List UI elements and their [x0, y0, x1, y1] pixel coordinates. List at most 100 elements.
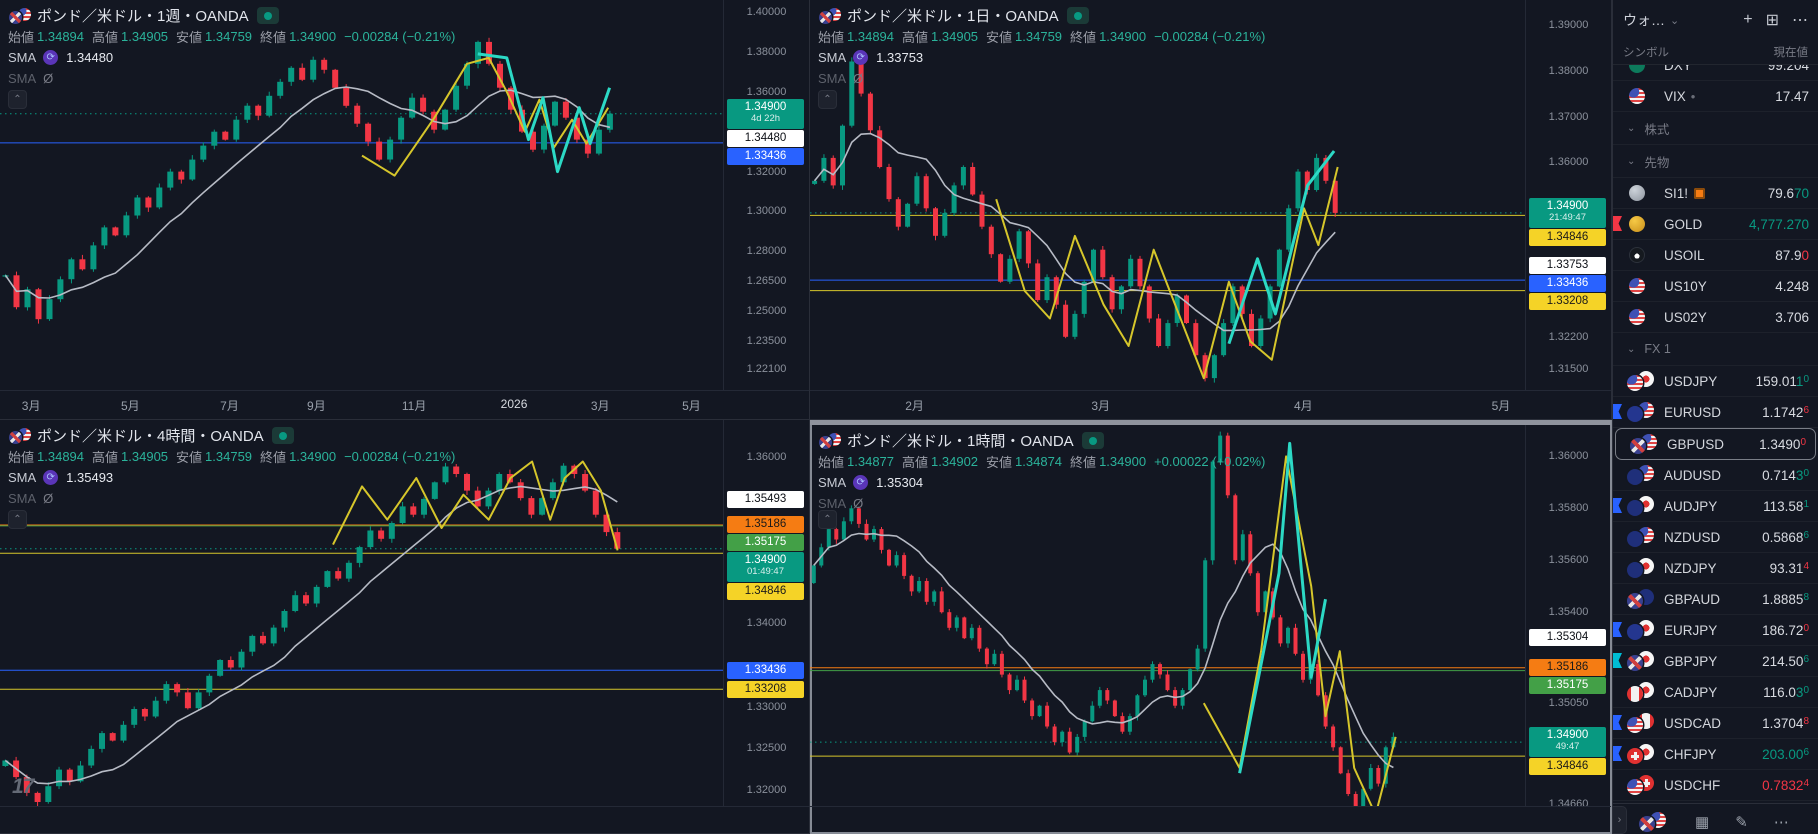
price-axis[interactable]: 1.36000 1.34000 1.33000 1.32500 1.32000 1.354… [723, 420, 809, 807]
yellow-zigzag-line [1202, 455, 1397, 816]
sma-indicator-row[interactable]: SMA ⟳ 1.35304 [818, 472, 1265, 493]
sma-value: 1.35493 [66, 470, 114, 485]
tradingview-logo[interactable]: 17 [12, 775, 34, 798]
chart-pane-1hour[interactable]: 1.36000 1.35800 1.35600 1.35400 1.35050 1.346… [810, 420, 1612, 834]
watchlist-row-EURJPY[interactable]: EURJPY 186.720 [1613, 615, 1818, 646]
chart-plot[interactable] [810, 0, 1526, 391]
plus-icon[interactable]: + [1743, 11, 1753, 28]
price-fractional-pip: 4 [1803, 777, 1809, 789]
watchlist-row-US02Y[interactable]: US02Y 3.706 [1613, 302, 1818, 333]
watchlist-row-USDCHF[interactable]: USDCHF 0.78324 [1613, 770, 1818, 801]
chart-title[interactable]: ポンド／米ドル・1日・OANDA [847, 8, 1059, 25]
watchlist-row-NZDUSD[interactable]: NZDUSD 0.58686 [1613, 522, 1818, 553]
stats-icon[interactable]: ▦ [1695, 814, 1710, 831]
legend-collapse-button[interactable]: ⌃ [818, 90, 837, 109]
time-axis[interactable] [0, 806, 809, 833]
watchlist-row-GBPUSD[interactable]: GBPUSD 1.34900 [1615, 428, 1816, 460]
change-value: −0.00284 (−0.21%) [344, 29, 456, 44]
market-status-pill[interactable] [271, 427, 294, 444]
time-axis[interactable]: 2月 3月 4月 5月 [810, 390, 1611, 419]
eye-off-icon[interactable]: Ø [43, 491, 54, 506]
sma-indicator-row[interactable]: SMA ⟳ 1.34480 [8, 47, 455, 68]
price-main: 93.31 [1769, 560, 1804, 576]
price-main: 3.706 [1775, 309, 1809, 325]
sma-indicator-row[interactable]: SMA ⟳ 1.35493 [8, 467, 455, 488]
watchlist-row-USDCAD[interactable]: USDCAD 1.37048 [1613, 708, 1818, 739]
ohlc-label: 始値 [8, 30, 35, 45]
sma-indicator-row[interactable]: SMA ⟳ 1.33753 [818, 47, 1265, 68]
watchlist-row-AUDJPY[interactable]: AUDJPY 113.581 [1613, 491, 1818, 522]
sma-indicator-row[interactable]: SMA Ø [8, 488, 455, 509]
watchlist-row-SI1![interactable]: SI1! 79.670 [1613, 178, 1818, 209]
chart-pane-daily[interactable]: 1.39000 1.38000 1.37000 1.36000 1.32200 1.315… [810, 0, 1612, 420]
chart-title[interactable]: ポンド／米ドル・4時間・OANDA [37, 428, 264, 445]
legend-collapse-button[interactable]: ⌃ [8, 90, 27, 109]
watchlist-section-先物[interactable]: ⌄ 先物 [1613, 145, 1818, 178]
time-axis[interactable] [810, 806, 1611, 833]
price-axis-label: 1.38000 [1548, 64, 1589, 77]
panel-collapse-handle[interactable]: › [1613, 806, 1627, 834]
base-currency-flag-icon [1627, 531, 1643, 547]
ohlc-label: 終値 [1070, 455, 1097, 470]
price-changed-digits: 0 [1801, 247, 1809, 263]
watchlist-title-menu[interactable]: ウォ… ⌄ [1623, 10, 1679, 30]
chart-title[interactable]: ポンド／米ドル・1時間・OANDA [847, 433, 1074, 450]
watchlist-row-DXY[interactable]: DXY 99.204 [1613, 65, 1818, 81]
grid-icon[interactable]: ⊞ [1765, 12, 1779, 29]
edit-icon[interactable]: ✎ [1735, 814, 1748, 831]
last-price: 3.706 [1775, 310, 1809, 325]
currency-pair-flag-icon [1627, 620, 1657, 640]
price-level-badge: 1.33436 [727, 147, 804, 165]
watchlist-row-GBPJPY[interactable]: GBPJPY 214.506 [1613, 646, 1818, 677]
watchlist-row-AUDUSD[interactable]: AUDUSD 0.71430 [1613, 460, 1818, 491]
market-status-pill[interactable] [1081, 432, 1104, 449]
chart-plot[interactable] [810, 420, 1526, 816]
watchlist-row-GOLD[interactable]: GOLD 4,777.270 [1613, 209, 1818, 240]
ohlc-value: 1.34894 [37, 449, 85, 464]
currency-pair-flag-icon [8, 427, 32, 444]
sma-indicator-row[interactable]: SMA Ø [8, 68, 455, 89]
more-icon[interactable]: ⋯ [1773, 814, 1789, 831]
legend-collapse-button[interactable]: ⌃ [8, 510, 27, 529]
price-main: 87.9 [1775, 247, 1802, 263]
watchlist-section-FX 1[interactable]: ⌄ FX 1 [1613, 333, 1818, 366]
price-axis-label: 1.36000 [1548, 450, 1589, 463]
watchlist-section-株式[interactable]: ⌄ 株式 [1613, 112, 1818, 145]
chart-pane-weekly[interactable]: 1.40000 1.38000 1.36000 1.32000 1.30000 1.280… [0, 0, 810, 420]
sma-indicator-row[interactable]: SMA Ø [818, 68, 1265, 89]
last-price: 113.581 [1763, 499, 1809, 514]
watchlist-row-NZDJPY[interactable]: NZDJPY 93.314 [1613, 553, 1818, 584]
eye-off-icon[interactable]: Ø [43, 71, 54, 86]
bookmark-flag-icon [1613, 746, 1622, 761]
watchlist-row-USDJPY[interactable]: USDJPY 159.0110 [1613, 366, 1818, 397]
sma-indicator-row[interactable]: SMA Ø [818, 493, 1265, 514]
chart-plot[interactable] [0, 420, 724, 807]
watchlist-row-CADJPY[interactable]: CADJPY 116.030 [1613, 677, 1818, 708]
price-level-badge: 1.33208 [1529, 293, 1606, 311]
badge-price-text: 1.34846 [1546, 760, 1589, 773]
watchlist-row-GBPAUD[interactable]: GBPAUD 1.88858 [1613, 584, 1818, 615]
eye-off-icon[interactable]: Ø [853, 71, 864, 86]
market-status-pill[interactable] [1066, 7, 1089, 24]
price-axis[interactable]: 1.36000 1.35800 1.35600 1.35400 1.35050 1.346… [1525, 420, 1611, 810]
eye-off-icon[interactable]: Ø [853, 496, 864, 511]
price-axis[interactable]: 1.40000 1.38000 1.36000 1.32000 1.30000 1.280… [723, 0, 809, 391]
price-axis[interactable]: 1.39000 1.38000 1.37000 1.36000 1.32200 1.315… [1525, 0, 1611, 391]
watchlist-row-USOIL[interactable]: USOIL 87.90 [1613, 240, 1818, 271]
time-axis[interactable]: 3月 5月 7月 9月 11月 2026 3月 5月 [0, 390, 809, 419]
chart-plot[interactable] [0, 0, 724, 391]
watchlist-title: ウォ… [1623, 12, 1665, 28]
watchlist-row-US10Y[interactable]: US10Y 4.248 [1613, 271, 1818, 302]
time-axis-label: 11月 [401, 399, 427, 413]
watchlist-row-EURUSD[interactable]: EURUSD 1.17426 [1613, 397, 1818, 428]
bookmark-flag-icon [1613, 653, 1622, 668]
market-status-pill[interactable] [256, 7, 279, 24]
watchlist-row-CHFJPY[interactable]: CHFJPY 203.006 [1613, 739, 1818, 770]
more-dots-icon[interactable]: ⋯ [1792, 12, 1808, 29]
legend-collapse-button[interactable]: ⌃ [818, 510, 837, 529]
currency-pair-flag-icon [1627, 496, 1657, 516]
chart-title[interactable]: ポンド／米ドル・1週・OANDA [37, 8, 249, 25]
chart-pane-4hour[interactable]: 1.36000 1.34000 1.33000 1.32500 1.32000 1.354… [0, 420, 810, 834]
time-axis-label: 5月 [682, 399, 701, 413]
watchlist-row-VIX[interactable]: VIX • 17.47 [1613, 81, 1818, 112]
